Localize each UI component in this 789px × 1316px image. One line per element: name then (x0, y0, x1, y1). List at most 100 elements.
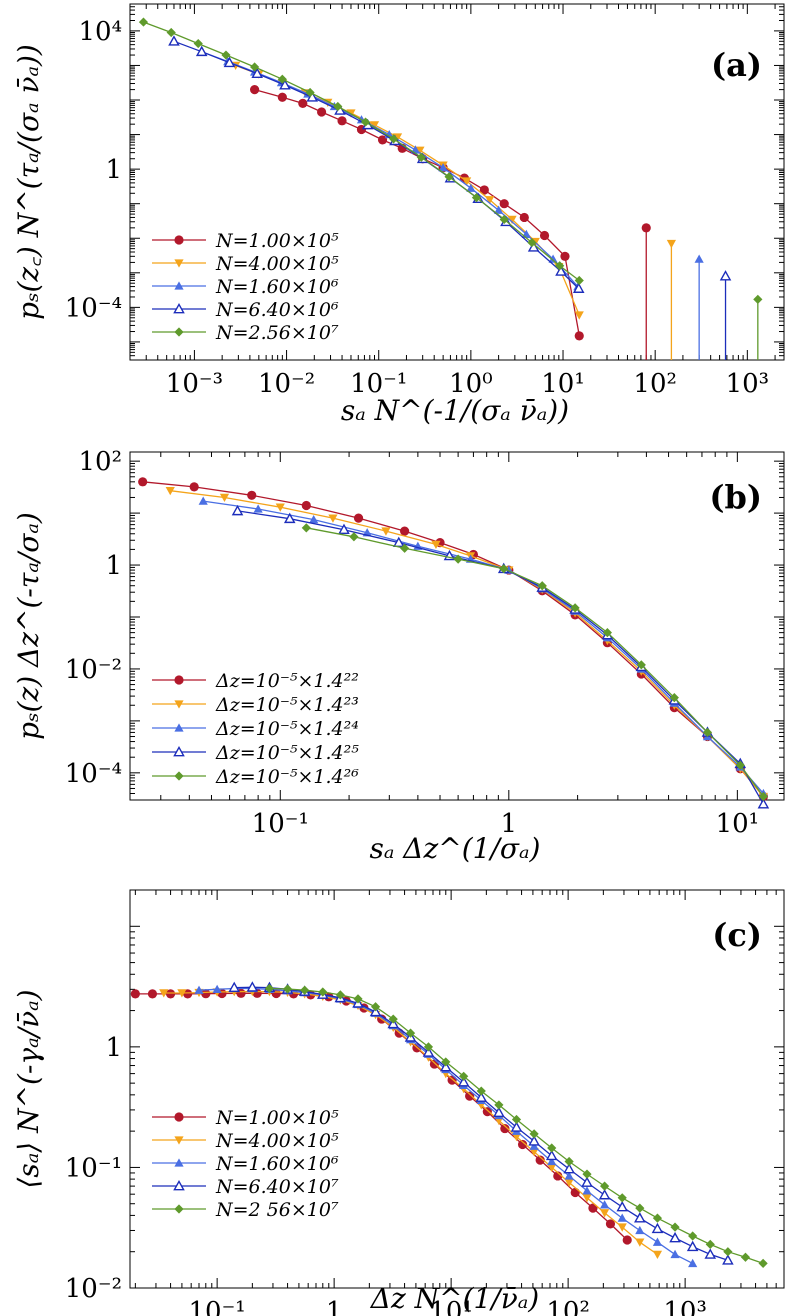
legend-marker (174, 771, 184, 781)
legend-marker (174, 1112, 184, 1122)
data-point (369, 1005, 382, 1017)
data-point (177, 989, 187, 998)
data-point (405, 1028, 416, 1038)
data-point (466, 183, 476, 192)
data-point (250, 62, 260, 72)
spike-point (694, 254, 704, 263)
y-tick-label: 10⁻² (65, 655, 122, 685)
data-point (369, 121, 380, 130)
data-point (165, 487, 175, 496)
data-point (283, 512, 296, 524)
data-point (499, 199, 509, 209)
legend-label: Δz=10⁻⁵×1.4²² (215, 670, 359, 692)
plot-frame (129, 451, 785, 801)
data-point (400, 543, 410, 553)
legend-label: N=1.00×10⁵ (215, 230, 339, 252)
y-tick-label: 10² (78, 447, 122, 477)
panel-label: (a) (711, 46, 762, 84)
data-point (669, 693, 679, 703)
data-point (548, 254, 558, 263)
data-point (247, 490, 257, 500)
data-point (388, 134, 399, 144)
legend-marker (173, 745, 185, 757)
data-point (301, 523, 311, 533)
data-point (253, 504, 263, 513)
data-point (564, 1156, 574, 1167)
y-tick-label: 10⁻² (65, 1274, 122, 1304)
data-point (652, 1213, 663, 1223)
legend: N=1.00×10⁵N=4.00×10⁵N=1.60×10⁶N=6.40×10⁷… (152, 1107, 339, 1221)
legend-label: Δz=10⁻⁵×1.4²⁵ (215, 742, 359, 764)
data-point (301, 500, 311, 511)
data-point (251, 67, 263, 79)
x-tick-label: 1 (326, 1297, 343, 1316)
data-point (439, 1061, 452, 1072)
series-line (135, 992, 628, 1241)
data-point (617, 1193, 627, 1203)
data-point (670, 1249, 680, 1259)
data-point (651, 1222, 664, 1234)
data-point (318, 987, 328, 997)
data-point (688, 1231, 698, 1241)
data-point (277, 92, 287, 102)
data-point (422, 1046, 435, 1057)
data-point (517, 1139, 528, 1150)
x-tick-label: 10² (546, 1297, 590, 1316)
data-point (635, 1203, 645, 1213)
data-point (652, 1250, 663, 1259)
data-point (130, 989, 140, 999)
data-point (600, 1181, 610, 1191)
data-point (740, 1252, 751, 1262)
data-point (457, 1076, 470, 1087)
data-point (221, 50, 231, 60)
panel-label: (c) (712, 916, 762, 954)
data-point (582, 1194, 592, 1203)
y-tick-label: 1 (105, 1033, 122, 1063)
data-point (616, 1200, 629, 1212)
data-point (250, 85, 260, 95)
data-point (574, 311, 584, 320)
data-point (264, 983, 275, 994)
data-point (582, 1186, 592, 1195)
y-tick-label: 10⁴ (78, 17, 122, 47)
panel-label: (b) (709, 478, 762, 516)
legend-label: N=4.00×10⁵ (215, 253, 339, 275)
legend: Δz=10⁻⁵×1.4²²Δz=10⁻⁵×1.4²³Δz=10⁻⁵×1.4²⁴Δ… (152, 670, 359, 788)
series-line (306, 527, 764, 797)
spike-point (666, 239, 677, 249)
data-point (564, 1171, 574, 1180)
y-axis-label: pₛ(z) Δz^(-τₐ/σₐ) (12, 512, 45, 740)
data-point (555, 265, 567, 276)
spike-point (719, 270, 732, 281)
data-point (465, 1091, 475, 1101)
chart-panel-3: 10⁻¹ 1 10¹ 10² 10³ 10⁻² 10⁻¹ 1 Δz N^(1/ν̄ₐ) ⟨sₐ⟩ … (12, 889, 785, 1316)
data-point (636, 660, 646, 670)
data-point (494, 1100, 504, 1110)
data-point (388, 1014, 398, 1024)
data-point (758, 1258, 768, 1268)
data-point (507, 215, 517, 225)
legend-marker (174, 259, 184, 268)
data-point (377, 135, 388, 145)
y-tick-label: 1 (105, 551, 122, 581)
y-axis-label: ⟨sₐ⟩ N^(-γₐ/ν̄ₐ) (12, 989, 45, 1188)
x-tick-label: 10⁻³ (166, 369, 223, 399)
data-point (722, 1254, 734, 1265)
data-point (547, 1163, 557, 1173)
x-tick-label: 10¹ (716, 809, 760, 839)
series-5 (264, 983, 768, 1268)
data-point (574, 275, 584, 286)
data-point (471, 193, 482, 203)
legend-marker (174, 327, 184, 337)
legend-label: N=1.00×10⁵ (215, 1107, 339, 1129)
spike-point (753, 294, 763, 305)
legend-marker (174, 281, 184, 290)
legend-label: N=6.40×10⁷ (215, 1176, 339, 1198)
legend-marker (174, 1158, 184, 1167)
data-point (564, 1178, 574, 1188)
data-point (602, 628, 612, 638)
data-point (652, 1237, 663, 1246)
data-point (333, 101, 343, 112)
data-point (479, 185, 489, 195)
